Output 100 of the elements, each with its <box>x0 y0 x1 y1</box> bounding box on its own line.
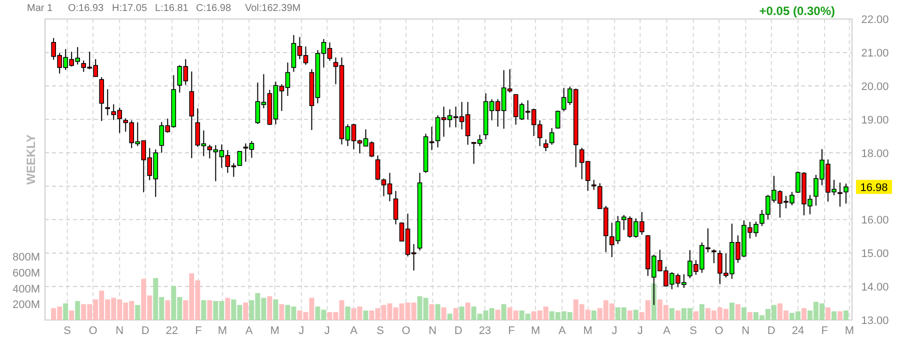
bar <box>837 311 842 320</box>
x-tick-label: F <box>508 325 516 337</box>
x-tick-label: 23 <box>478 325 492 337</box>
bar <box>699 304 704 320</box>
bar <box>63 303 68 320</box>
x-tick-label: 24 <box>792 325 804 337</box>
bar <box>633 310 638 320</box>
x-tick-label: M <box>270 325 280 337</box>
x-tick-label: J <box>612 325 618 337</box>
bar <box>465 302 470 320</box>
x-tick-label: J <box>298 325 304 337</box>
x-tick-label: S <box>376 325 384 337</box>
y2-tick-label: 600M <box>12 267 40 280</box>
y-tick-label: 13.00 <box>861 315 889 327</box>
x-tick-label: A <box>663 325 672 337</box>
text: Vol:162.39M <box>245 3 301 14</box>
x-tick-label: J <box>324 325 330 337</box>
bar <box>627 310 632 320</box>
bar <box>243 302 248 320</box>
x-tick-label: F <box>195 325 202 337</box>
x-tick-label: F <box>821 325 828 337</box>
text: O:16.93 <box>68 3 104 14</box>
bar <box>201 300 206 320</box>
x-tick-label: O <box>402 325 411 337</box>
y-tick-label: 20.00 <box>861 80 889 93</box>
bar <box>729 302 734 320</box>
text: 16.98 <box>860 182 888 194</box>
x-tick-label: D <box>454 325 462 337</box>
bar <box>429 304 434 320</box>
bar <box>69 310 74 320</box>
bar <box>453 308 458 320</box>
bar <box>273 299 278 320</box>
x-tick-label: 22 <box>166 325 178 337</box>
candlestick <box>549 128 554 146</box>
x-tick-label: D <box>141 325 150 337</box>
bar <box>831 311 836 320</box>
x-tick-label: O <box>88 325 98 337</box>
candlestick <box>393 190 398 225</box>
y-tick-label: 19.00 <box>861 114 889 126</box>
x-tick-label: O <box>714 325 724 337</box>
x-tick-label: M <box>530 325 540 337</box>
bar <box>165 300 170 320</box>
x-tick-label: N <box>428 325 437 337</box>
x-tick-label: S <box>690 325 698 337</box>
text: H:17.05 <box>112 3 148 14</box>
y-tick-label: 14.00 <box>861 282 889 294</box>
bar <box>279 304 284 320</box>
bar <box>135 304 140 320</box>
bar <box>495 310 500 320</box>
bar <box>363 310 368 320</box>
y-tick-label: 22.00 <box>861 14 889 26</box>
bar <box>207 300 212 320</box>
bar <box>435 304 440 320</box>
candlestick <box>555 110 560 130</box>
y-tick-label: 15.00 <box>861 248 889 260</box>
y2-tick-label: 800M <box>12 252 40 264</box>
candlestick <box>543 138 548 152</box>
bar <box>267 296 272 320</box>
bar <box>225 298 230 320</box>
x-tick-label: M <box>844 325 854 337</box>
y2-tick-label: 400M <box>12 283 40 296</box>
text: C:16.98 <box>196 3 232 14</box>
bar <box>801 308 806 320</box>
x-tick-label: M <box>218 325 228 337</box>
bar <box>75 300 80 320</box>
x-tick-label: N <box>116 325 124 337</box>
x-tick-label: A <box>558 325 566 337</box>
x-tick-label: M <box>583 325 592 337</box>
bar <box>747 312 752 320</box>
bar <box>843 310 848 320</box>
y-tick-label: 16.00 <box>861 214 889 227</box>
bar <box>591 310 596 320</box>
bar <box>441 307 446 320</box>
candlestick <box>105 88 110 116</box>
bar <box>741 307 746 320</box>
candlestick <box>712 248 716 264</box>
text: L:16.81 <box>155 3 189 14</box>
bar <box>693 311 698 320</box>
candlestick <box>375 154 380 181</box>
bar <box>459 306 464 320</box>
x-tick-label: D <box>767 325 776 337</box>
bar <box>447 314 452 320</box>
x-tick-label: S <box>64 325 71 337</box>
text: WEEKLY <box>24 134 38 185</box>
x-tick-label: A <box>350 325 358 337</box>
y2-tick-label: 200M <box>12 299 40 312</box>
x-tick-label: J <box>637 325 643 337</box>
x-tick-label: N <box>742 325 750 337</box>
bar <box>669 308 674 320</box>
bar <box>345 306 350 320</box>
text: Mar 1 <box>27 3 53 14</box>
y-tick-label: 21.00 <box>861 47 889 60</box>
candlestick <box>99 76 104 122</box>
text: +0.05 (0.30%) <box>759 4 835 18</box>
y-tick-label: 18.00 <box>861 148 889 160</box>
bar <box>675 310 680 320</box>
bar <box>825 307 830 320</box>
bar <box>501 304 506 320</box>
bar <box>735 304 740 320</box>
x-tick-label: A <box>245 325 254 337</box>
